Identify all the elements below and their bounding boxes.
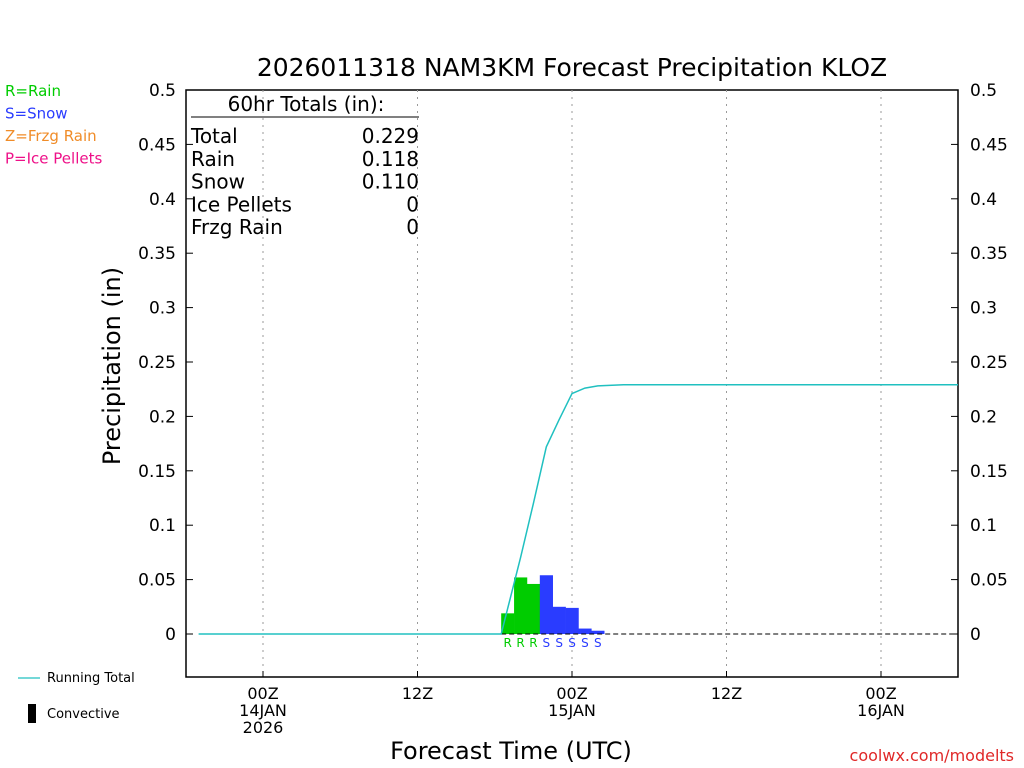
ptype-label: R: [503, 636, 511, 650]
y-tick-label-left: 0.35: [138, 244, 176, 264]
legend-p: P=Ice Pellets: [5, 150, 102, 168]
y-tick-label-left: 0.2: [149, 407, 176, 427]
x-axis-label: Forecast Time (UTC): [390, 737, 632, 765]
ptype-label: R: [529, 636, 537, 650]
ptype-label: S: [542, 636, 550, 650]
precip-bar: [552, 606, 566, 634]
x-tick-label: 15JAN: [548, 701, 596, 720]
totals-box: 60hr Totals (in): Total 0.229 Rain 0.118 Sno…: [190, 92, 419, 239]
y-tick-label-right: 0.35: [970, 244, 1008, 264]
ptype-label: S: [594, 636, 602, 650]
ptype-label: S: [555, 636, 563, 650]
precip-bar: [514, 577, 528, 634]
y-tick-label-left: 0: [165, 625, 176, 645]
totals-header: 60hr Totals (in):: [228, 92, 385, 116]
y-tick-label-right: 0.5: [970, 81, 997, 101]
precip-type-legend: R=Rain S=Snow Z=Frzg Rain P=Ice Pellets: [5, 82, 102, 168]
y-tick-label-left: 0.1: [149, 516, 176, 536]
precip-bar: [526, 583, 541, 634]
y-tick-label-right: 0.45: [970, 135, 1008, 155]
y-tick-label-right: 0.2: [970, 407, 997, 427]
convective-legend-label: Convective: [47, 707, 120, 722]
precip-bar: [591, 630, 605, 634]
y-tick-label-right: 0.25: [970, 353, 1008, 373]
y-tick-label-right: 0: [970, 625, 981, 645]
y-tick-label-right: 0.05: [970, 571, 1008, 591]
y-tick-label-left: 0.05: [138, 571, 176, 591]
convective-legend: Convective: [28, 704, 120, 723]
y-tick-label-right: 0.15: [970, 462, 1008, 482]
convective-legend-swatch: [28, 704, 36, 723]
totals-row-label: Total: [190, 124, 238, 148]
precip-bars: [501, 575, 605, 634]
x-tick-label: 2026: [243, 718, 284, 737]
y-tick-label-left: 0.3: [149, 299, 176, 319]
y-tick-label-right: 0.1: [970, 516, 997, 536]
chart-title: 2026011318 NAM3KM Forecast Precipitation…: [257, 53, 887, 82]
running-total-legend-label: Running Total: [47, 671, 135, 686]
totals-row-value: 0.118: [362, 147, 419, 171]
x-tick-label: 00Z: [556, 684, 587, 703]
y-tick-label-left: 0.45: [138, 135, 176, 155]
y-tick-label-right: 0.3: [970, 299, 997, 319]
y-axes: 0 00.05 0.050.1 0.10.15 0.150.2 0.20.25 0.250.…: [138, 81, 1008, 645]
x-tick-label: 00Z: [247, 684, 278, 703]
totals-row-label: Rain: [191, 147, 235, 171]
y-tick-label-left: 0.15: [138, 462, 176, 482]
y-tick-label-left: 0.4: [149, 190, 176, 210]
totals-row-value: 0.110: [362, 170, 419, 194]
running-total-line: [198, 384, 958, 635]
totals-row-label: Ice Pellets: [191, 192, 292, 216]
x-tick-label: 00Z: [865, 684, 896, 703]
totals-row-label: Frzg Rain: [191, 215, 283, 239]
legend-s: S=Snow: [5, 105, 68, 123]
totals-row-label: Snow: [191, 170, 245, 194]
running-total-legend: Running Total: [18, 671, 135, 686]
y-tick-label-right: 0.4: [970, 190, 997, 210]
x-tick-label: 12Z: [402, 684, 433, 703]
x-tick-label: 12Z: [711, 684, 742, 703]
totals-row-value: 0: [406, 192, 419, 216]
totals-row-value: 0: [406, 215, 419, 239]
ptype-label: R: [516, 636, 524, 650]
grid-lines: [262, 90, 882, 677]
totals-row-value: 0.229: [362, 124, 419, 148]
x-tick-label: 16JAN: [857, 701, 905, 720]
legend-r: R=Rain: [5, 82, 61, 100]
ptype-label: S: [568, 636, 576, 650]
y-axis-label: Precipitation (in): [98, 267, 126, 465]
x-tick-label: 14JAN: [239, 701, 287, 720]
precip-bar: [565, 607, 579, 634]
precip-bar: [578, 628, 592, 634]
credit-text: coolwx.com/modelts: [850, 746, 1014, 765]
precip-bar: [539, 575, 553, 634]
y-tick-label-left: 0.5: [149, 81, 176, 101]
ptype-label: S: [581, 636, 589, 650]
legend-z: Z=Frzg Rain: [5, 127, 97, 145]
y-tick-label-left: 0.25: [138, 353, 176, 373]
